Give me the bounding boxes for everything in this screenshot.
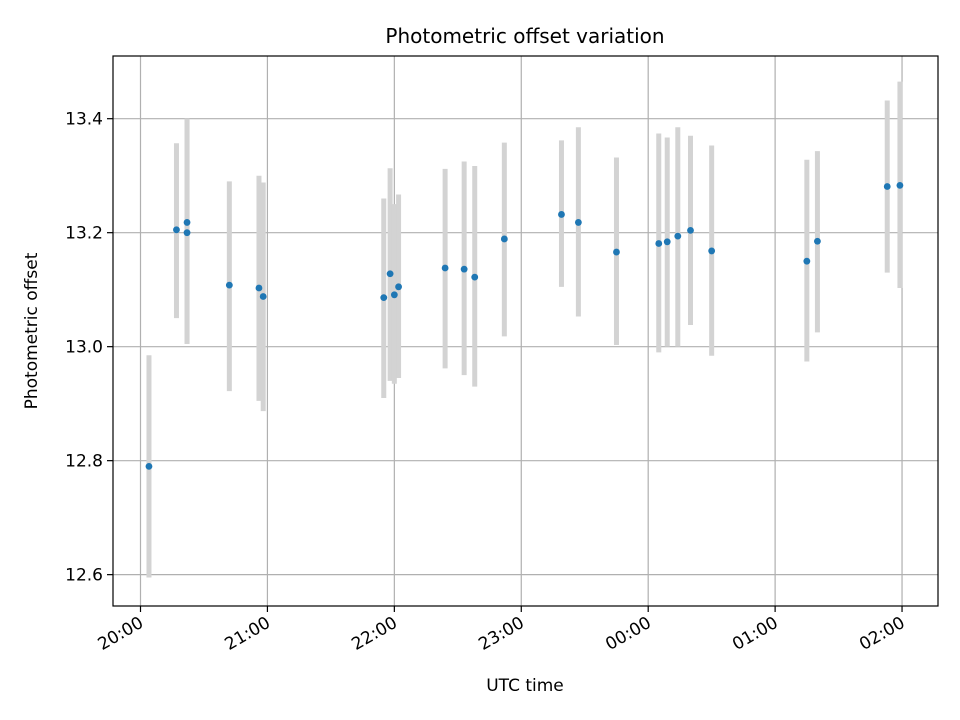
- data-point: [460, 265, 468, 273]
- data-point: [471, 273, 479, 281]
- data-point: [500, 235, 508, 243]
- y-tick-label: 13.2: [65, 224, 103, 244]
- data-point: [145, 462, 153, 470]
- data-point: [613, 248, 620, 256]
- data-point: [803, 257, 811, 265]
- data-point: [225, 281, 233, 289]
- data-point: [380, 294, 388, 302]
- data-point: [183, 229, 191, 237]
- data-point: [574, 219, 582, 226]
- y-tick-label: 13.4: [65, 110, 103, 130]
- plot-frame: [112, 55, 939, 607]
- data-point: [663, 238, 671, 246]
- y-tick-label: 12.8: [65, 452, 103, 472]
- data-point: [390, 291, 398, 299]
- data-point: [395, 283, 402, 291]
- y-axis-ticks: 12.6 12.8 13.0 13.2 13.4: [65, 110, 113, 586]
- data-point: [708, 247, 716, 255]
- data-point: [259, 293, 267, 300]
- data-point: [255, 284, 263, 292]
- y-tick-label: 12.6: [65, 566, 103, 586]
- data-point: [183, 219, 191, 226]
- data-point: [173, 226, 180, 234]
- data-point: [386, 270, 394, 278]
- data-point: [674, 232, 682, 240]
- y-tick-label: 13.0: [65, 338, 103, 358]
- x-axis-title: UTC time: [486, 676, 564, 696]
- chart-title: Photometric offset variation: [385, 24, 664, 48]
- y-axis-title: Photometric offset: [22, 252, 42, 409]
- grid: [113, 56, 938, 606]
- data-points: [145, 181, 904, 470]
- data-point: [441, 264, 449, 272]
- data-point: [814, 237, 821, 245]
- data-point: [896, 181, 904, 189]
- data-point: [558, 211, 565, 218]
- data-point: [655, 240, 663, 247]
- data-point: [687, 227, 694, 234]
- data-point: [883, 183, 891, 190]
